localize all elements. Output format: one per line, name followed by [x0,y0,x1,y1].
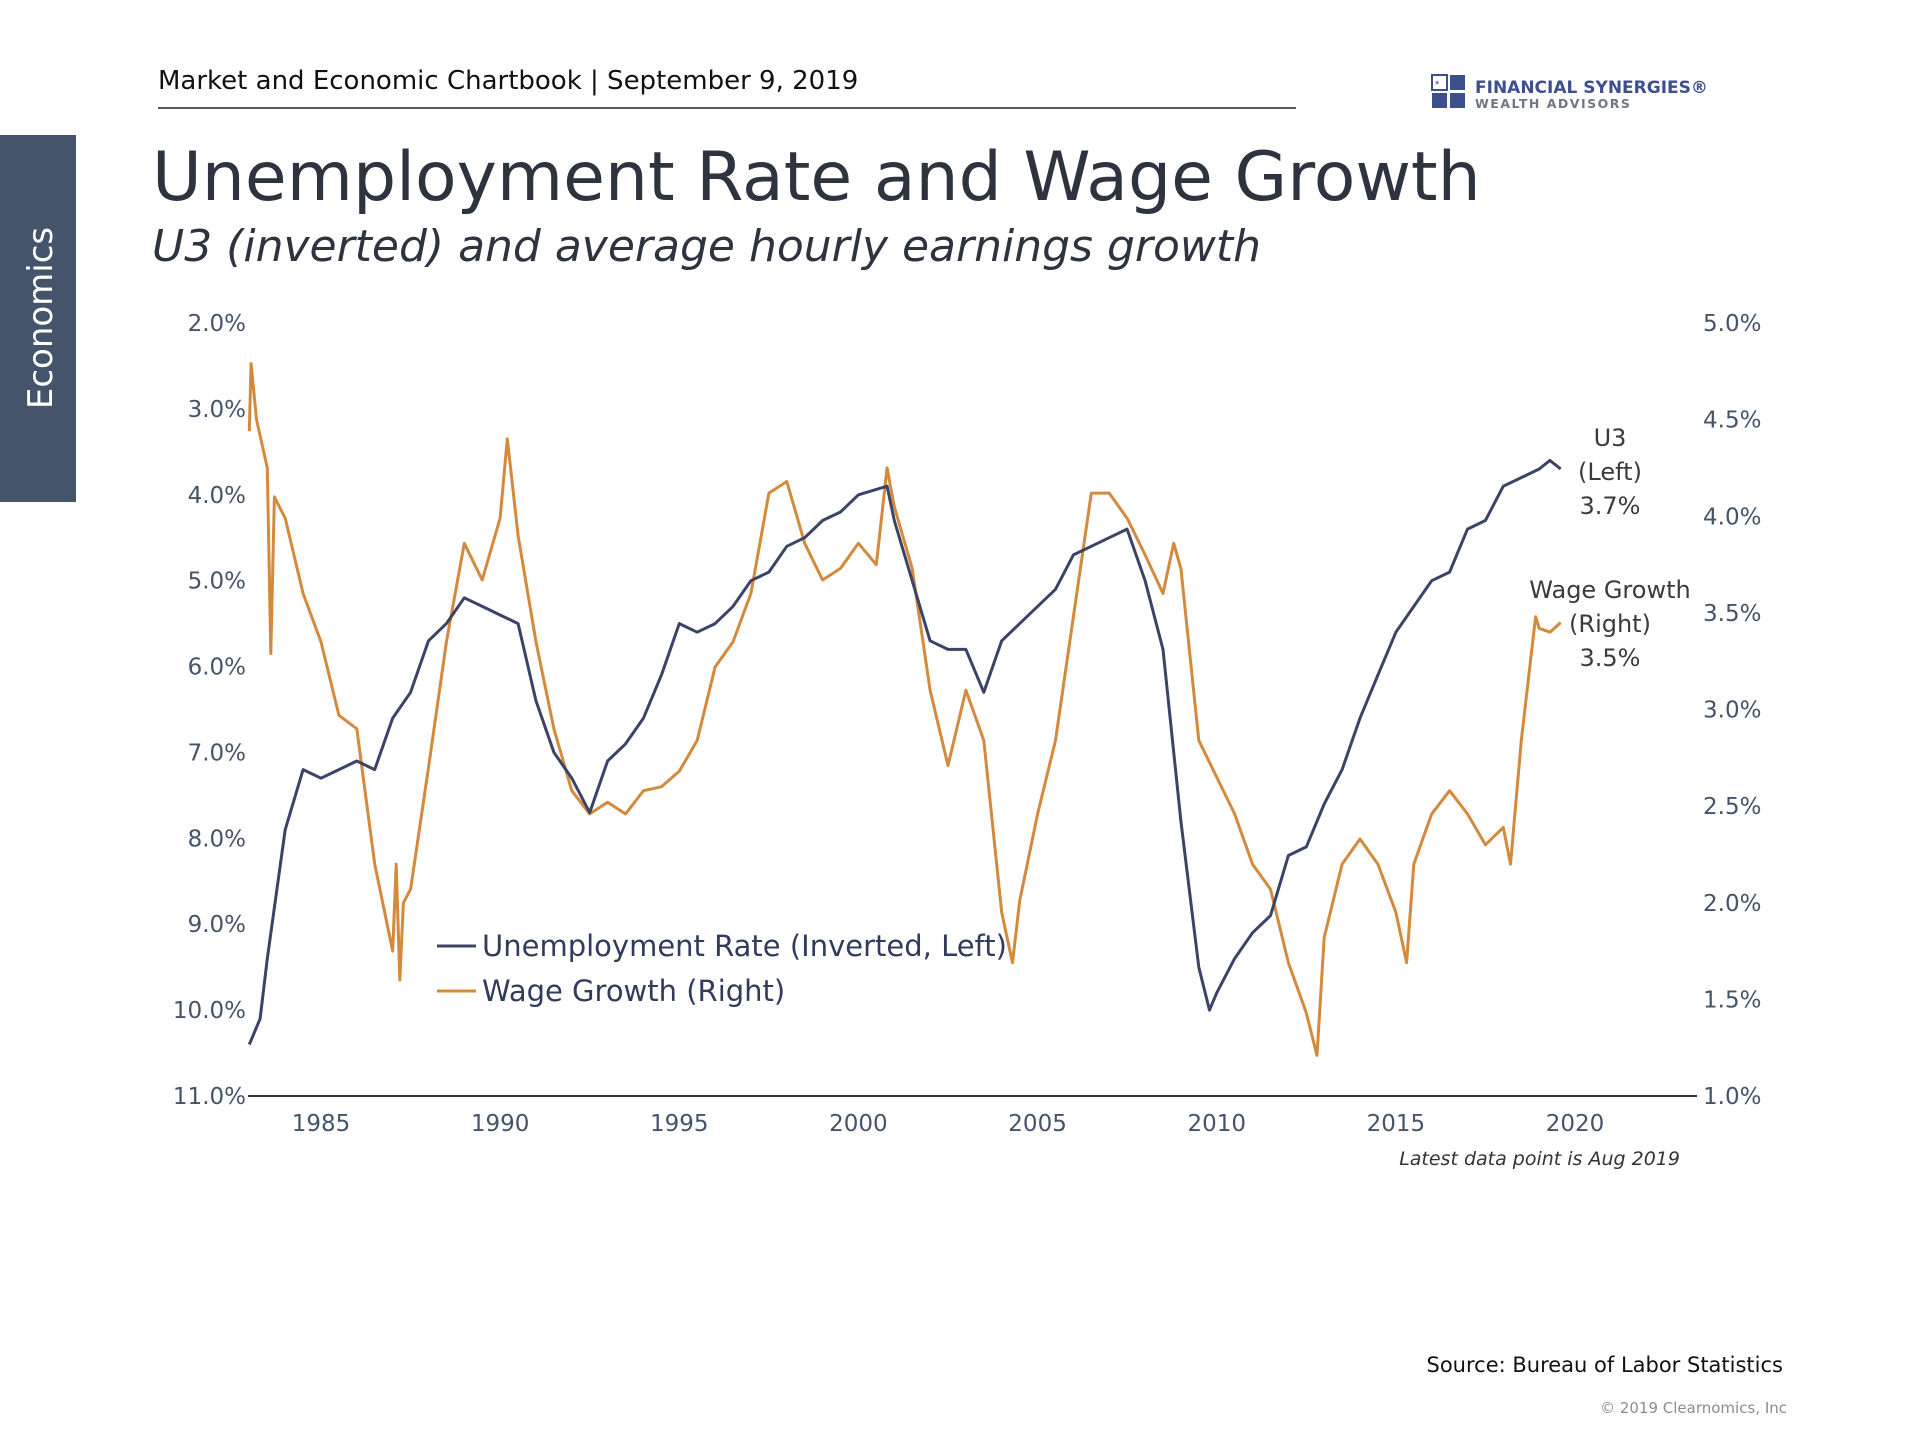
legend-label-wage: Wage Growth (Right) [482,974,785,1008]
logo-line1: FINANCIAL SYNERGIES® [1475,78,1708,98]
svg-text:*: * [1435,79,1440,91]
right-tick-label: 1.0% [1703,1084,1761,1110]
source-note: Source: Bureau of Labor Statistics [1426,1353,1783,1377]
x-tick-label: 2005 [1008,1111,1067,1137]
left-tick-label: 10.0% [173,998,246,1024]
unemployment-series-line [247,458,1562,1046]
logo-line2: WEALTH ADVISORS [1475,96,1631,111]
x-axis: 1985 1990 1995 2000 2005 2010 2015 2020 [292,1111,1605,1137]
right-tick-label: 1.5% [1703,987,1761,1013]
page-subtitle: U3 (inverted) and average hourly earning… [152,221,1261,272]
x-tick-label: 1990 [471,1111,530,1137]
right-tick-label: 4.5% [1703,408,1761,434]
right-axis: 1.0% 1.5% 2.0% 2.5% 3.0% 3.5% 4.0% 4.5% 5.0% [1703,311,1761,1110]
copyright: © 2019 Clearnomics, Inc [1600,1399,1787,1417]
u3-end-label: U3 (Left) 3.7% [1578,424,1642,520]
page-title: Unemployment Rate and Wage Growth [152,138,1481,217]
left-tick-label: 11.0% [173,1084,246,1110]
left-tick-label: 3.0% [188,397,246,423]
legend-label-unemployment: Unemployment Rate (Inverted, Left) [482,929,1007,963]
x-tick-label: 2015 [1367,1111,1426,1137]
left-tick-label: 9.0% [188,912,246,938]
right-tick-label: 3.0% [1703,698,1761,724]
series-layer [247,362,1562,1057]
left-tick-label: 4.0% [188,483,246,509]
left-tick-label: 7.0% [188,740,246,766]
left-tick-label: 2.0% [188,311,246,337]
section-tab: Economics [0,135,76,502]
x-tick-label: 1985 [292,1111,351,1137]
u3-label-value: 3.7% [1580,492,1641,520]
wage-growth-series-line [247,362,1562,1057]
latest-data-note: Latest data point is Aug 2019 [1399,1148,1680,1170]
chart-area: 2.0% 3.0% 4.0% 5.0% 6.0% 7.0% 8.0% 9.0% 10.0% 11.… [173,311,1762,1170]
wage-label-value: 3.5% [1580,644,1641,672]
company-logo: * FINANCIAL SYNERGIES® WEALTH ADVISORS [1431,74,1708,111]
wage-label-line2: (Right) [1569,610,1651,638]
right-tick-label: 2.5% [1703,794,1761,820]
left-tick-label: 6.0% [188,655,246,681]
legend: Unemployment Rate (Inverted, Left) Wage … [437,929,1007,1008]
section-tab-label: Economics [21,227,61,409]
right-tick-label: 5.0% [1703,311,1761,337]
left-tick-label: 5.0% [188,569,246,595]
breadcrumb: Market and Economic Chartbook | Septembe… [158,66,858,96]
x-tick-label: 2000 [829,1111,888,1137]
right-tick-label: 2.0% [1703,891,1761,917]
u3-label-line2: (Left) [1578,458,1642,486]
u3-label-line1: U3 [1594,424,1627,452]
x-tick-label: 2020 [1546,1111,1605,1137]
wage-end-label: Wage Growth (Right) 3.5% [1529,576,1690,672]
wage-label-line1: Wage Growth [1529,576,1690,604]
left-tick-label: 8.0% [188,826,246,852]
right-tick-label: 4.0% [1703,504,1761,530]
x-tick-label: 2010 [1187,1111,1246,1137]
left-axis: 2.0% 3.0% 4.0% 5.0% 6.0% 7.0% 8.0% 9.0% 10.0% 11.… [173,311,246,1110]
right-tick-label: 3.5% [1703,601,1761,627]
x-tick-label: 1995 [650,1111,709,1137]
